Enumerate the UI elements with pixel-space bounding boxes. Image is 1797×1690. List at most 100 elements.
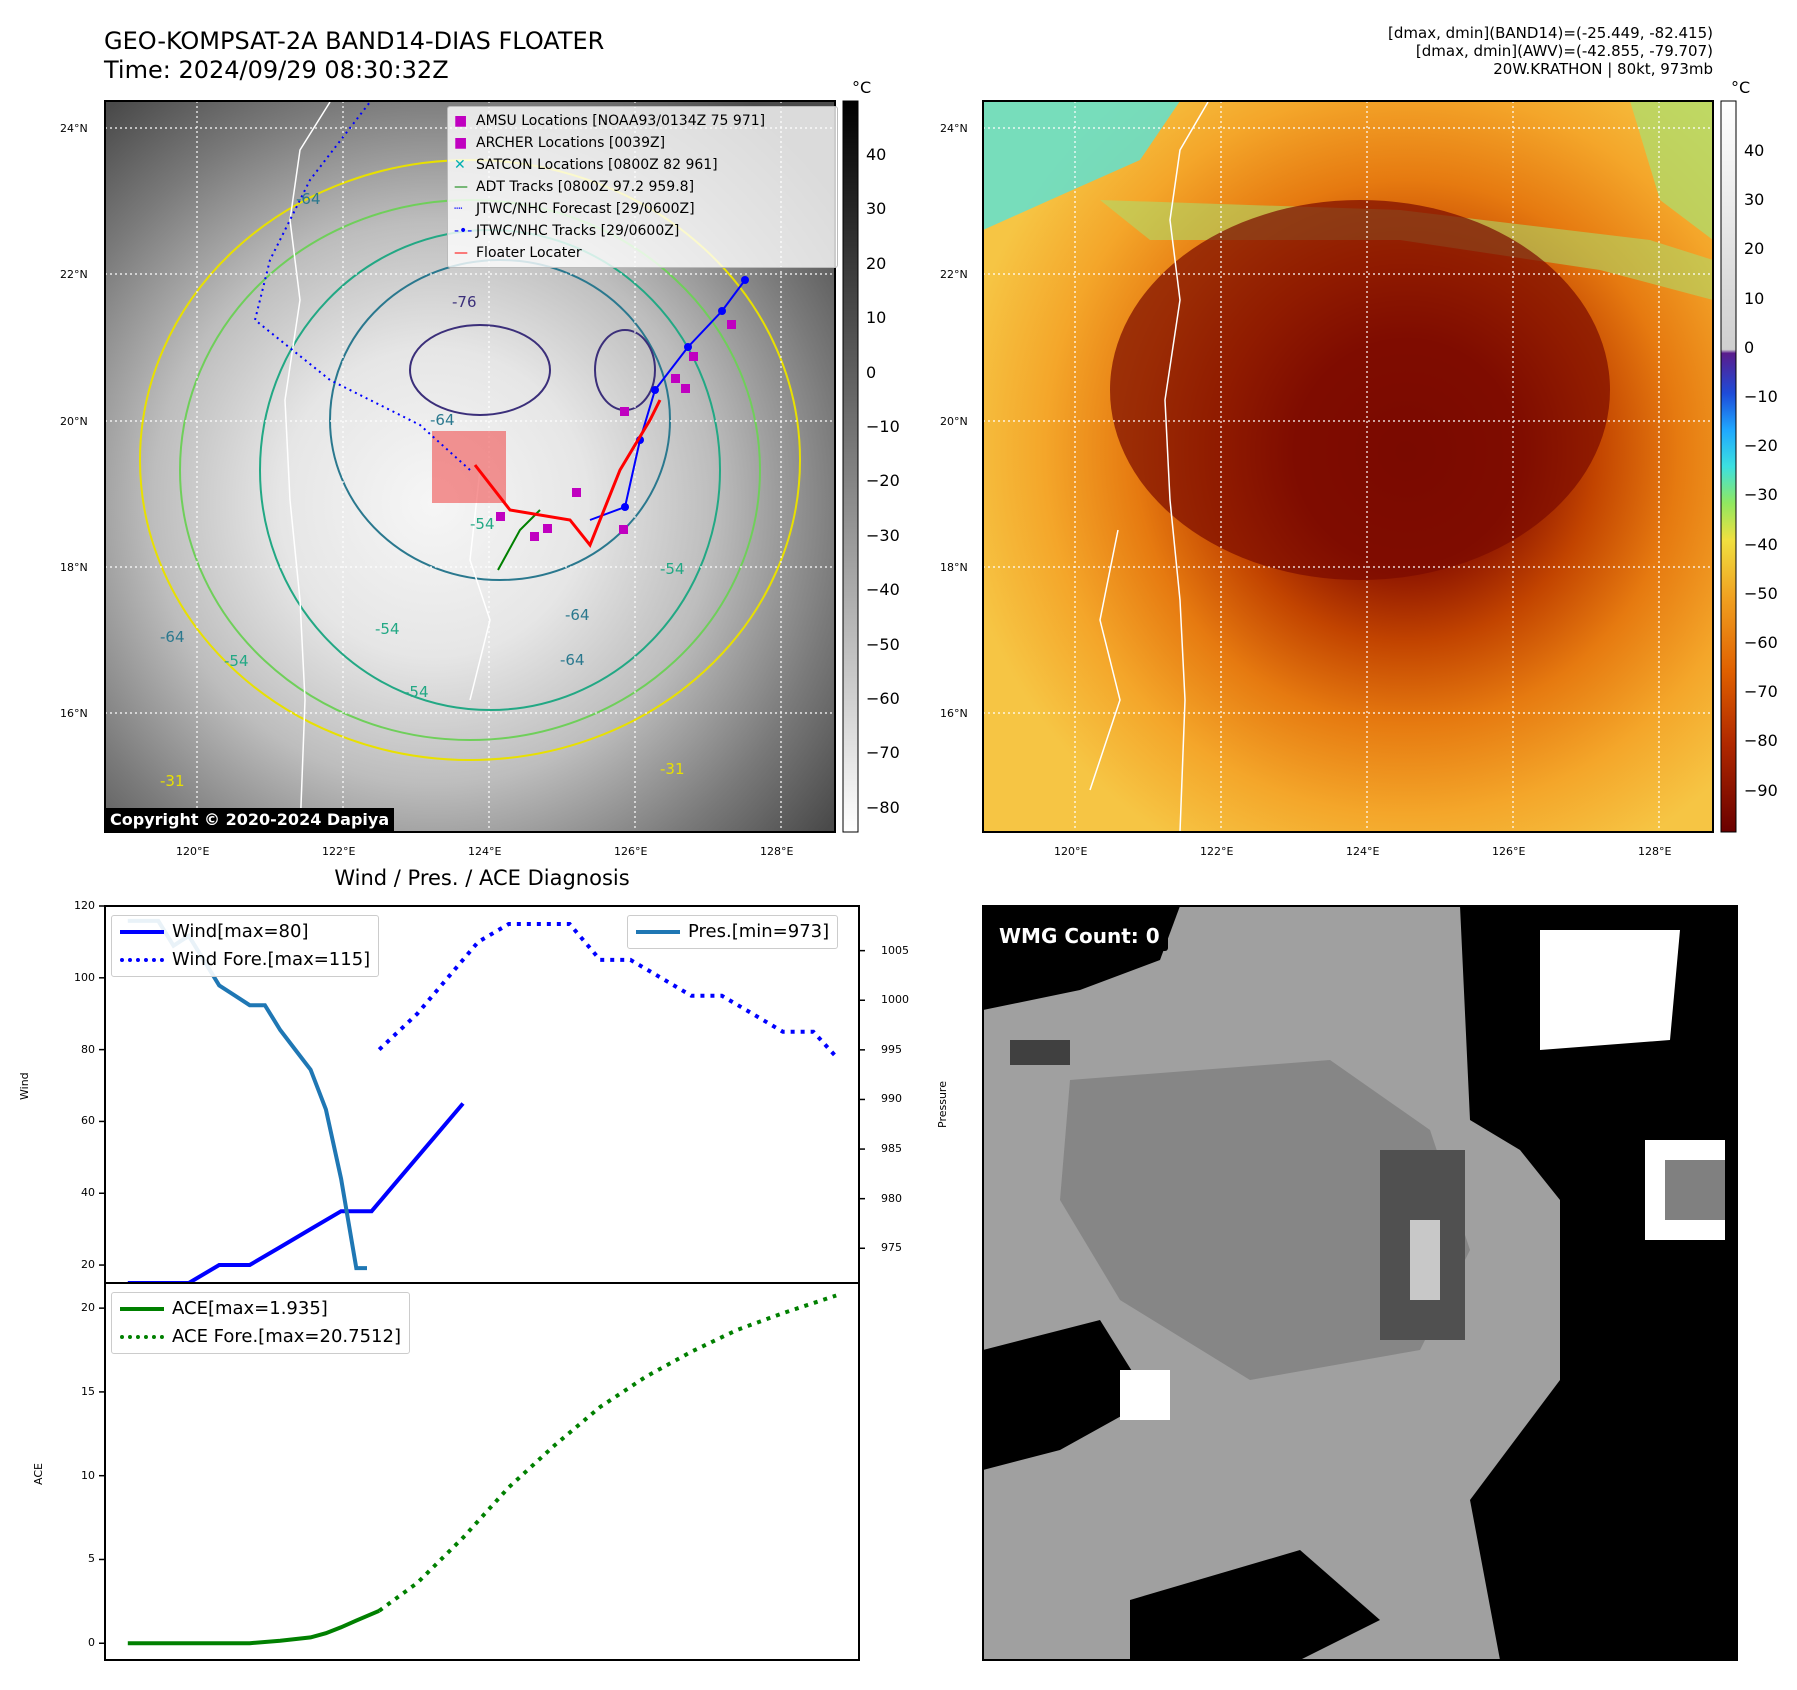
pressure-tick-label: 975 bbox=[881, 1241, 902, 1255]
square-marker-icon: ■ bbox=[454, 135, 468, 151]
amsu-archer-points bbox=[496, 320, 736, 541]
solid-line-icon bbox=[120, 1307, 164, 1311]
legend-amsu-label: AMSU Locations [NOAA93/0134Z 75 971] bbox=[476, 113, 766, 129]
pressure-tick-label: 995 bbox=[881, 1042, 902, 1056]
colorbar-left-tick: −60 bbox=[866, 689, 900, 708]
line-marker-icon: — bbox=[454, 179, 468, 195]
colorbar-left bbox=[842, 100, 859, 833]
lat-label-16n-right: 16°N bbox=[940, 707, 968, 720]
info-band14: [dmax, dmin](BAND14)=(-25.449, -82.415) bbox=[1388, 24, 1713, 42]
legend-wind-label: Wind[max=80] bbox=[172, 921, 309, 942]
lat-label-22n-right: 22°N bbox=[940, 268, 968, 281]
colorbar-left-tick: 30 bbox=[866, 199, 887, 219]
contour-label: -64 bbox=[430, 411, 455, 429]
chart-title: Wind / Pres. / ACE Diagnosis bbox=[334, 866, 630, 890]
lat-label-18n-left: 18°N bbox=[60, 561, 88, 574]
wmg-black-south bbox=[1130, 1550, 1380, 1660]
colorbar-left-unit: °C bbox=[852, 78, 872, 97]
lat-label-20n-right: 20°N bbox=[940, 415, 968, 428]
ace-axis-ticks bbox=[99, 1307, 105, 1644]
contour-label: -54 bbox=[375, 620, 400, 638]
contour-label: -64 bbox=[565, 606, 590, 624]
dotted-line-icon bbox=[120, 958, 164, 962]
lat-label-18n-right: 18°N bbox=[940, 561, 968, 574]
wind-tick-label: 120 bbox=[74, 899, 95, 912]
contour-label: -64 bbox=[296, 190, 321, 208]
colorbar-right-unit: °C bbox=[1731, 78, 1751, 97]
colorbar-right-tick: −40 bbox=[1744, 534, 1778, 554]
contour-76 bbox=[409, 324, 551, 416]
info-header: [dmax, dmin](BAND14)=(-25.449, -82.415) … bbox=[1013, 24, 1713, 78]
title-line-time: Time: 2024/09/29 08:30:32Z bbox=[104, 56, 449, 84]
contour-label: -54 bbox=[470, 515, 495, 533]
legend-ace: ACE[max=1.935] bbox=[120, 1295, 401, 1323]
wind-tick-label: 60 bbox=[81, 1114, 95, 1128]
coastline-luzon-right bbox=[1089, 529, 1121, 791]
wmg-dark-nw bbox=[1010, 1040, 1070, 1065]
legend-archer: ■ ARCHER Locations [0039Z] bbox=[454, 132, 831, 154]
map-grid-right bbox=[983, 101, 1713, 832]
colorbar-left-tick: −80 bbox=[866, 797, 900, 817]
colorbar-right-tick: −50 bbox=[1744, 583, 1778, 603]
wmg-white-sw bbox=[1120, 1370, 1170, 1420]
ir-map-frame bbox=[104, 100, 836, 833]
ace-lines bbox=[127, 1293, 837, 1646]
legend-pressure: Pres.[min=973] bbox=[636, 918, 829, 946]
x-marker-icon: ✕ bbox=[454, 157, 466, 173]
lon-label-122e-right: 122°E bbox=[1200, 845, 1234, 858]
jtwc-forecast-track bbox=[253, 101, 471, 471]
ace-tick-label: 0 bbox=[88, 1636, 95, 1650]
lon-label-120e-left: 120°E bbox=[176, 845, 210, 858]
lon-label-124e-left: 124°E bbox=[468, 845, 502, 858]
pressure-legend: Pres.[min=973] bbox=[627, 915, 839, 949]
legend-pressure-label: Pres.[min=973] bbox=[688, 921, 830, 942]
clear-sky-northeast bbox=[1630, 101, 1713, 240]
colorbar-left-tick: 20 bbox=[866, 253, 887, 273]
lon-label-128e-right: 128°E bbox=[1638, 845, 1672, 858]
legend-floater: — Floater Locater bbox=[454, 242, 831, 264]
legend-wind-forecast-label: Wind Fore.[max=115] bbox=[172, 949, 371, 970]
ace-legend: ACE[max=1.935] ACE Fore.[max=20.7512] bbox=[111, 1292, 410, 1354]
lat-label-24n-left: 24°N bbox=[60, 122, 88, 135]
clear-sky-area bbox=[983, 101, 1180, 230]
dotted-line-icon bbox=[120, 1335, 164, 1339]
colorbar-left-tick: 10 bbox=[866, 308, 887, 328]
cold-cloud-tops bbox=[1110, 200, 1610, 580]
colorbar-left-tick: 40 bbox=[866, 145, 887, 164]
enhanced-ir-panel bbox=[982, 100, 1714, 833]
colorbar-left-tick: 0 bbox=[866, 362, 877, 382]
colorbar-left-tick: −10 bbox=[866, 417, 900, 436]
wmg-gray-e bbox=[1665, 1160, 1725, 1220]
colorbar-right-tick: −90 bbox=[1744, 780, 1778, 800]
adt-track bbox=[497, 509, 541, 571]
colorbar-left-tick: −30 bbox=[866, 525, 900, 545]
wmg-panel bbox=[982, 905, 1738, 1661]
ace-tick-label: 5 bbox=[88, 1552, 95, 1566]
colorbar-right-tick: 30 bbox=[1744, 190, 1765, 210]
colorbar-left-tick: −40 bbox=[866, 580, 900, 600]
contour-label: -54 bbox=[224, 652, 249, 670]
contour-label: -76 bbox=[452, 293, 477, 311]
wind-tick-label: 20 bbox=[81, 1258, 95, 1272]
solid-line-icon bbox=[636, 930, 680, 934]
contour-label: -54 bbox=[660, 560, 685, 578]
ace-tick-label: 20 bbox=[81, 1301, 95, 1315]
contour-label: -54 bbox=[404, 683, 429, 701]
pressure-axis-ticks bbox=[859, 949, 865, 1250]
legend-satcon: ✕ SATCON Locations [0800Z 82 961] bbox=[454, 154, 831, 176]
lon-label-128e-left: 128°E bbox=[760, 845, 794, 858]
title-line-satellite: GEO-KOMPSAT-2A BAND14-DIAS FLOATER bbox=[104, 27, 605, 55]
legend-forecast-label: JTWC/NHC Forecast [29/0600Z] bbox=[476, 201, 695, 217]
wind-axis-ticks bbox=[99, 905, 105, 1266]
colorbar-right-tick: −70 bbox=[1744, 682, 1778, 702]
contour-label: -64 bbox=[560, 651, 585, 669]
pressure-axis-label: Pressure bbox=[936, 1081, 949, 1128]
wind-tick-label: 40 bbox=[81, 1186, 95, 1200]
map-legend: ■ AMSU Locations [NOAA93/0134Z 75 971] ■ A… bbox=[447, 106, 838, 268]
colorbar-right-tick: −10 bbox=[1744, 387, 1778, 406]
lat-label-16n-left: 16°N bbox=[60, 707, 88, 720]
lat-label-24n-right: 24°N bbox=[940, 122, 968, 135]
wmg-black-sw bbox=[983, 1320, 1150, 1470]
colorbar-right-tick: −30 bbox=[1744, 485, 1778, 505]
jtwc-track-points bbox=[621, 276, 749, 511]
